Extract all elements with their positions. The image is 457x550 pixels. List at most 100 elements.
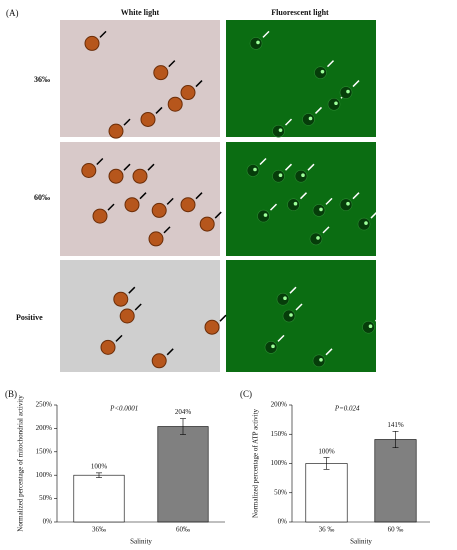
cell [113,291,129,307]
cell [108,168,124,184]
arrow [99,30,107,38]
arrow [295,303,303,311]
cell-fluor [327,97,341,111]
cell [140,111,156,127]
arrow [284,163,293,171]
arrow [314,106,323,114]
fluor-spot [283,296,287,301]
arrow [147,163,155,171]
fluor-spot [256,40,260,45]
arrow [325,197,333,205]
arrow [214,211,222,219]
cell [108,123,124,139]
arrow [168,60,176,68]
x-axis-label: Salinity [130,538,152,546]
cell-fluor [246,164,260,177]
cell [180,85,196,101]
y-tick-label: 200% [36,424,53,432]
bar [374,439,417,523]
cell [84,35,100,51]
cell-fluor [264,341,278,354]
cell [167,96,183,112]
cell-fluor [272,124,285,138]
arrow [352,192,360,200]
value-label: 141% [387,421,404,429]
cell-fluor [282,309,296,323]
panel-label: (C) [240,389,252,399]
value-label: 204% [175,408,192,416]
arrow [115,334,123,342]
y-tick-label: 150% [271,430,288,438]
bar [73,474,125,523]
cell-fluor [294,169,308,183]
row-label: 36‰ [34,75,50,84]
fluor-spot [346,89,350,94]
arrow [96,157,104,166]
column-header: White light [121,8,160,17]
x-tick-label: 60‰ [176,526,190,534]
arrow [155,106,163,114]
fluor-spot [334,101,338,106]
y-axis-label: Normalized percentage of mitochondrial a… [17,395,25,532]
fluor-spot [263,213,268,217]
arrow [289,286,297,294]
y-tick-label: 200% [271,401,288,409]
fluor-spot [278,128,283,132]
panel-label: (B) [5,389,17,399]
cell-fluor [249,37,263,50]
arrow [139,192,147,200]
arrow [123,118,131,126]
fluor-spot [253,167,257,172]
fluor-spot [278,173,283,177]
fluorescent-image [226,20,376,137]
arrow [374,314,383,322]
fluor-spot [346,201,350,206]
cell-fluor [339,86,353,99]
fluor-spot [301,173,305,177]
white-light-image [60,20,220,137]
cell [151,202,167,218]
cell-fluor [302,113,315,126]
y-tick-label: 0% [43,518,53,526]
fluor-spot [319,207,323,212]
arrow [107,203,115,211]
y-tick-label: 100% [271,459,288,467]
cell [153,65,169,81]
cell-fluor [287,198,300,211]
fluorescent-image [226,260,376,372]
panel-label: (A) [6,8,19,18]
fluor-spot [308,116,313,121]
arrow [166,348,174,356]
arrow [128,286,136,294]
fluor-spot [271,344,275,349]
cell [180,197,196,213]
cell [100,339,116,355]
fluor-spot [368,324,373,329]
cell [204,319,220,335]
x-tick-label: 36‰ [92,526,106,534]
cell [151,353,167,369]
cell [148,231,164,247]
value-label: 100% [318,447,335,455]
arrow [326,60,335,68]
annotation: P<0.0001 [109,405,138,413]
arrow [284,118,293,126]
arrow [259,157,267,166]
y-tick-label: 50% [39,494,52,502]
arrow [322,226,330,234]
cell-fluor [339,198,353,211]
x-axis-label: Salinity [350,538,372,546]
arrow [299,192,308,200]
fluor-spot [364,221,368,225]
cell [124,197,140,213]
x-tick-label: 60 ‰ [388,526,404,534]
y-axis-label: Normalized percentage of ATP activity [252,409,260,518]
value-label: 100% [91,462,108,470]
column-header: Fluorescent light [271,8,329,17]
fluor-spot [289,313,293,317]
white-light-image [60,142,220,256]
arrow [123,163,131,171]
cell-fluor [312,204,326,217]
cell [132,168,148,184]
y-tick-label: 100% [36,471,53,479]
